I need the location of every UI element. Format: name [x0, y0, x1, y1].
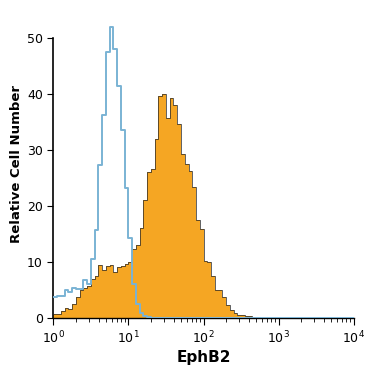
X-axis label: EphB2: EphB2 [176, 350, 231, 365]
Y-axis label: Relative Cell Number: Relative Cell Number [10, 85, 23, 243]
